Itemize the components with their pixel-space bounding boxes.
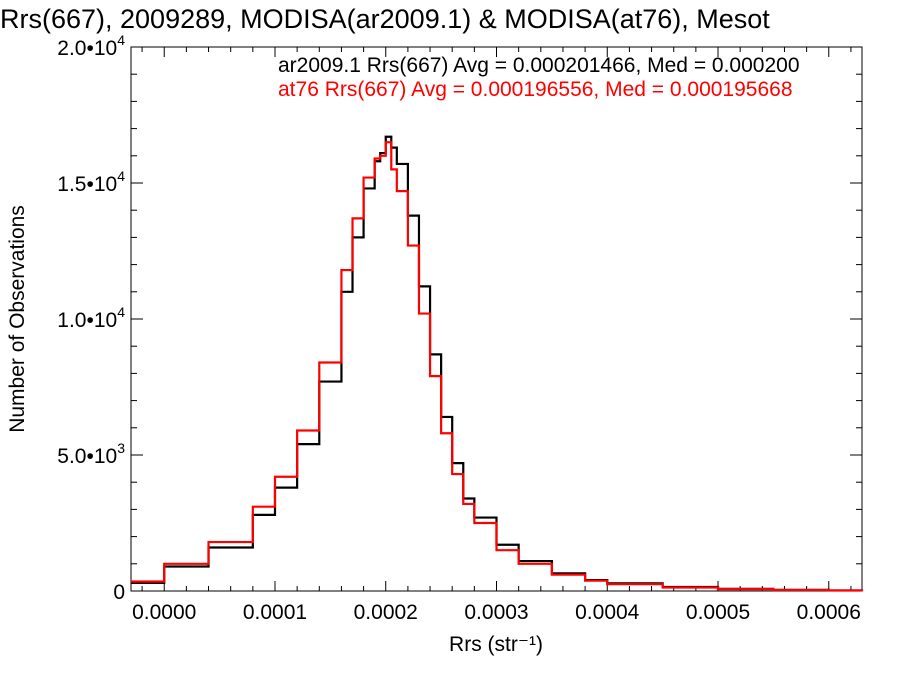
x-axis-label: Rrs (str⁻¹) <box>449 633 543 656</box>
x-tick-label: 0.0001 <box>243 601 307 624</box>
x-axis-tick-labels: 0.0000 0.0001 0.0002 0.0003 0.0004 0.0005 0.00… <box>132 601 861 624</box>
x-tick-label: 0.0000 <box>132 601 196 624</box>
y-axis-label: Number of Observations <box>6 205 29 433</box>
y-tick-label: 2.0•104 <box>57 32 125 60</box>
x-axis-ticks <box>141 47 852 591</box>
y-tick-label: 0 <box>113 581 125 604</box>
y-tick-label: 1.0•104 <box>57 304 125 332</box>
plot-frame <box>130 46 863 592</box>
x-tick-label: 0.0004 <box>575 601 640 624</box>
y-axis-tick-labels: 0 5.0•103 1.0•104 1.5•104 2.0•104 <box>57 32 125 604</box>
series-group <box>131 135 864 592</box>
legend-entry-ar2009: ar2009.1 Rrs(667) Avg = 0.000201466, Med… <box>278 54 800 77</box>
x-tick-label: 0.0002 <box>354 601 418 624</box>
chart-title: Rrs(667), 2009289, MODISA(ar2009.1) & MO… <box>0 4 770 34</box>
y-axis-ticks <box>131 46 862 592</box>
y-tick-label: 1.5•104 <box>57 168 125 196</box>
series-line-at76 <box>131 141 864 592</box>
legend-entry-at76: at76 Rrs(667) Avg = 0.000196556, Med = 0… <box>278 78 793 101</box>
x-tick-label: 0.0005 <box>686 601 750 624</box>
y-tick-label: 5.0•103 <box>57 440 125 468</box>
x-tick-label: 0.0006 <box>797 601 861 624</box>
x-tick-label: 0.0003 <box>464 601 528 624</box>
